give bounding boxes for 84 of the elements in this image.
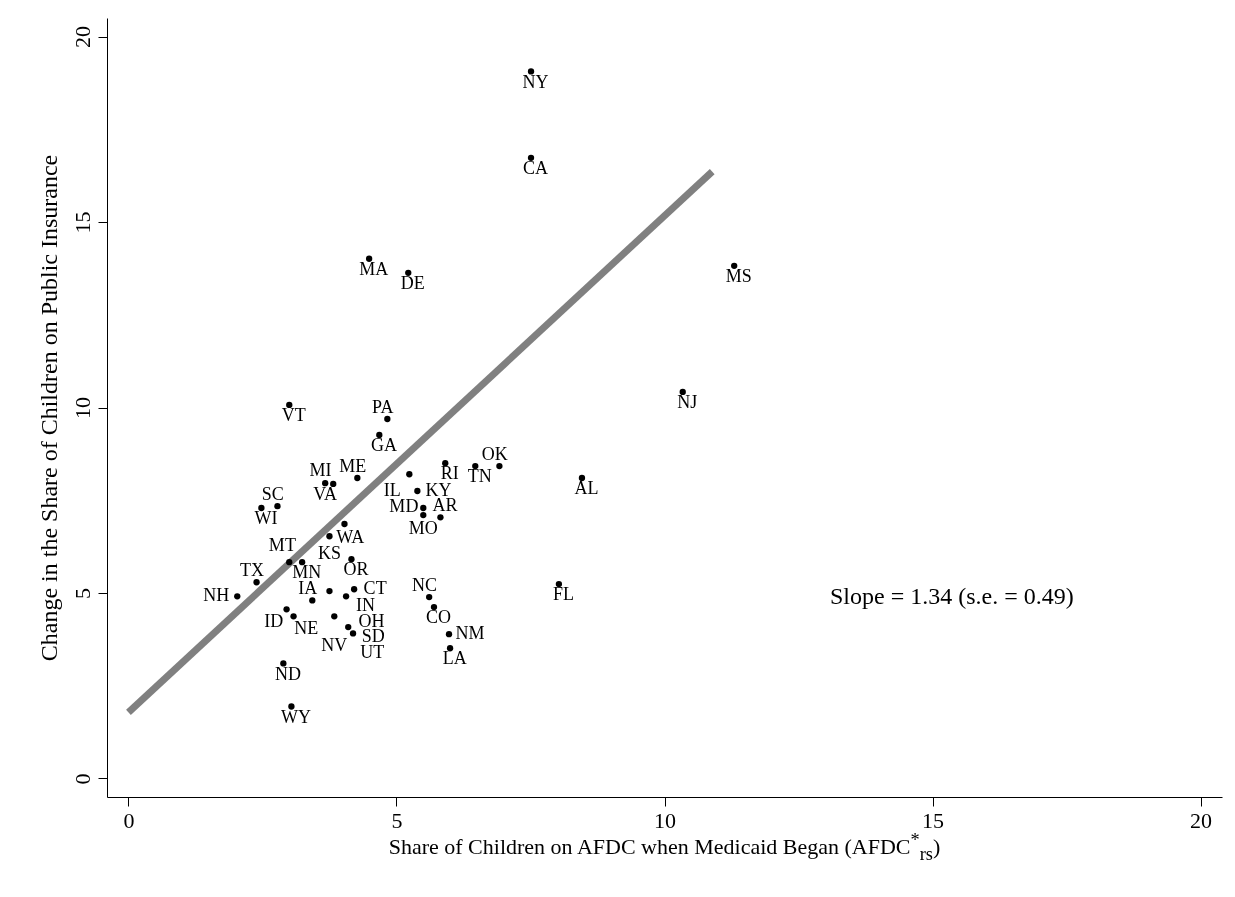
data-label: MT — [268, 534, 296, 555]
data-label: VA — [313, 484, 338, 505]
data-label: NC — [412, 574, 438, 595]
data-label: FL — [552, 584, 574, 605]
point — [341, 520, 348, 528]
point — [349, 630, 357, 637]
data-label: SC — [261, 484, 284, 505]
x-tick-label: 20 — [1190, 807, 1213, 833]
point — [326, 587, 333, 595]
data-label: CA — [523, 157, 549, 178]
point — [527, 154, 535, 161]
point — [283, 606, 290, 613]
data-label: NH — [203, 585, 230, 606]
data-label: NM — [455, 623, 485, 644]
x-tick-label: 10 — [654, 807, 676, 833]
data-label: OK — [481, 444, 508, 465]
y-tick-label: 15 — [69, 211, 95, 234]
data-label: OR — [343, 559, 369, 580]
y-tick-label: 20 — [69, 26, 95, 49]
data-label: WY — [281, 706, 311, 727]
data-label: MA — [359, 258, 389, 279]
data-label: NY — [522, 71, 549, 92]
data-label: IA — [298, 578, 318, 599]
data-label: DE — [400, 272, 425, 293]
data-label: AR — [432, 495, 458, 516]
point — [384, 415, 391, 423]
point — [286, 559, 293, 566]
point — [350, 586, 358, 593]
point — [420, 511, 427, 519]
data-label: ME — [339, 455, 367, 476]
point — [234, 593, 241, 600]
data-label: MO — [408, 518, 438, 539]
data-label: MS — [725, 265, 752, 286]
data-label: LA — [442, 648, 467, 669]
point — [405, 269, 412, 276]
point — [437, 514, 444, 521]
point — [326, 533, 333, 540]
point — [309, 597, 316, 604]
x-tick-label: 5 — [391, 807, 403, 833]
data-label: MD — [389, 496, 419, 517]
point — [288, 703, 295, 710]
x-tick-label: 0 — [123, 807, 135, 833]
point — [345, 623, 352, 631]
data-label: PA — [372, 396, 394, 417]
y-tick-label: 10 — [69, 397, 95, 419]
data-label: AL — [574, 478, 599, 499]
data-label: RI — [440, 463, 459, 484]
point — [290, 613, 297, 620]
data-label: NV — [321, 635, 348, 656]
data-label: NJ — [677, 392, 698, 413]
data-label: ID — [264, 611, 284, 632]
point — [445, 631, 453, 638]
point — [527, 68, 535, 75]
point — [426, 593, 433, 601]
point — [420, 504, 427, 512]
data-label: GA — [370, 435, 397, 456]
point — [365, 255, 373, 262]
point — [354, 474, 361, 482]
data-label: WI — [254, 508, 278, 529]
y-tick-label: 5 — [69, 587, 95, 599]
y-tick-label: 0 — [69, 773, 95, 785]
x-axis-title: Share of Children on AFDC when Medicaid Began (AFDC$^{*}$$_{rs}$) — [388, 830, 941, 864]
data-label: ND — [274, 663, 301, 684]
data-label: TN — [467, 466, 492, 487]
data-label: CO — [426, 607, 452, 628]
data-label: TX — [239, 560, 264, 581]
point — [414, 487, 421, 495]
data-label: MI — [309, 460, 332, 481]
point — [342, 593, 350, 600]
data-label: CT — [363, 578, 387, 599]
point — [274, 503, 281, 510]
point — [406, 471, 413, 478]
point — [496, 462, 503, 470]
point — [322, 480, 329, 487]
data-label: NE — [294, 618, 319, 639]
point — [731, 262, 738, 269]
data-label: VT — [281, 404, 306, 425]
point — [253, 579, 260, 586]
annotation: Slope = 1.34 (s.e. = 0.49) — [830, 583, 1074, 610]
y-axis-title: Change in the Share of Children on Public Insurance — [35, 154, 62, 662]
point — [280, 660, 287, 667]
point — [331, 613, 338, 620]
data-label: UT — [360, 641, 385, 662]
x-tick-label: 15 — [922, 807, 945, 833]
